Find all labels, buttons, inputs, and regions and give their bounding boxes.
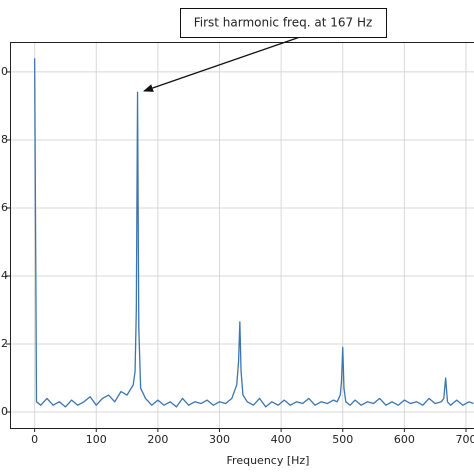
x-tick-label: 400 (271, 433, 292, 446)
plot-frame (10, 42, 474, 429)
plot-area (34, 58, 474, 408)
x-tick-label: 300 (209, 433, 230, 446)
annotation-text: First harmonic freq. at 167 Hz (194, 16, 373, 30)
x-tick-label: 700 (455, 433, 474, 446)
x-tick-label: 500 (332, 433, 353, 446)
x-axis-label: Frequency [Hz] (227, 454, 310, 467)
y-tick-label: 0.8 (0, 133, 8, 146)
y-tick-label: 0.6 (0, 201, 8, 214)
annotation-arrow (143, 36, 301, 92)
annotation-box (180, 8, 387, 38)
spectrum-line (34, 58, 474, 408)
x-tick-label: 600 (394, 433, 415, 446)
grid (10, 42, 474, 428)
y-tick-label: 0.0 (0, 405, 8, 418)
labels: 0 100 200 300 400 500 600 700 0.0 0.2 0.4 0.6 0.8 1.0 (0, 65, 474, 446)
x-tick-label: 0 (31, 433, 38, 446)
y-tick-label: 0.4 (0, 269, 8, 282)
y-tick-label: 0.2 (0, 337, 8, 350)
y-tick-label: 1.0 (0, 65, 8, 78)
x-tick-label: 100 (86, 433, 107, 446)
x-tick-label: 200 (147, 433, 168, 446)
